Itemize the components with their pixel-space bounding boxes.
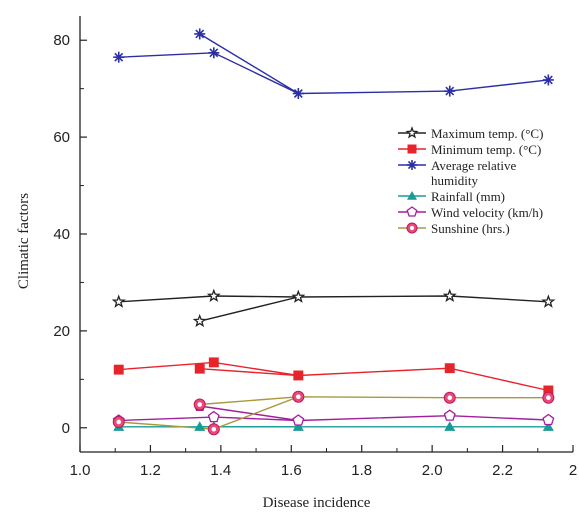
data-point (111, 294, 126, 308)
data-point-center (447, 395, 453, 401)
data-point (207, 423, 220, 436)
data-point-center (409, 225, 415, 231)
data-point (208, 47, 220, 59)
legend-entry: Sunshine (hrs.) (398, 221, 510, 236)
data-point-center (197, 402, 203, 407)
x-tick-label: 1.2 (140, 462, 161, 479)
data-point (293, 370, 304, 381)
legend-label: Rainfall (mm) (431, 189, 505, 204)
legend-entry: Minimum temp. (°C) (398, 142, 541, 157)
x-tick-label: 2.0 (422, 462, 443, 479)
data-point (444, 85, 456, 97)
data-point-stroke (445, 86, 455, 96)
series-markers (111, 28, 556, 436)
series-branch-4 (199, 405, 299, 422)
data-point (407, 144, 417, 154)
data-point (208, 357, 219, 368)
y-tick-label: 20 (53, 323, 70, 340)
series-line-5 (118, 396, 549, 430)
data-point (444, 421, 456, 431)
x-tick-label: 1.0 (70, 462, 91, 479)
data-point-stroke (114, 52, 124, 62)
data-point (542, 421, 554, 431)
data-point (444, 363, 455, 374)
data-point (542, 391, 555, 404)
data-point-stroke (209, 48, 219, 58)
series-branch-0 (199, 296, 299, 322)
data-point (443, 391, 456, 404)
data-point (406, 222, 418, 234)
data-point (192, 313, 207, 328)
data-point (542, 413, 555, 426)
legend-label: Minimum temp. (°C) (431, 142, 541, 157)
data-point (113, 51, 125, 63)
y-tick-label: 0 (62, 420, 70, 437)
series-branch-1 (199, 368, 299, 377)
data-point-stroke (195, 29, 205, 39)
data-point (194, 363, 205, 374)
x-tick-label: 1.4 (210, 462, 231, 479)
data-point (291, 289, 306, 303)
legend-entry: Average relative humidity (398, 158, 517, 188)
legend-label: Average relative humidity (431, 158, 517, 188)
series-branch-2 (199, 33, 299, 95)
x-tick-label: 1.8 (351, 462, 372, 479)
data-point (541, 294, 556, 308)
data-point-center (211, 426, 217, 432)
data-point (443, 409, 456, 421)
legend: Maximum temp. (°C)Minimum temp. (°C)Aver… (398, 126, 543, 236)
series-line-1 (118, 361, 549, 392)
data-point (292, 414, 305, 426)
y-tick-label: 60 (53, 129, 70, 146)
data-point (442, 288, 457, 303)
data-point (207, 410, 220, 423)
data-point (292, 88, 304, 100)
legend-label: Wind velocity (km/h) (431, 205, 543, 220)
data-point-stroke (293, 89, 303, 98)
series-branch-5 (199, 396, 299, 406)
data-point (292, 390, 305, 403)
data-point (543, 385, 554, 396)
x-axis-label: Disease incidence (263, 495, 371, 511)
data-point (542, 74, 554, 86)
data-point (405, 126, 419, 139)
legend-entry: Wind velocity (km/h) (398, 205, 543, 220)
data-point-center (546, 395, 551, 401)
legend-entry: Maximum temp. (°C) (398, 126, 543, 141)
data-point (406, 206, 418, 217)
legend-entry: Rainfall (mm) (398, 189, 505, 204)
data-point (407, 160, 417, 170)
x-tick-label: 2 (569, 462, 577, 479)
legend-label: Sunshine (hrs.) (431, 221, 510, 236)
y-tick-label: 80 (53, 32, 70, 49)
data-point (407, 191, 417, 200)
y-tick-label: 40 (53, 226, 70, 243)
data-point (292, 421, 304, 431)
series-line-0 (118, 295, 549, 303)
y-axis-label: Climatic factors (16, 193, 32, 289)
data-point-stroke (407, 160, 417, 170)
data-point (194, 28, 206, 40)
data-point (194, 421, 206, 431)
data-point (113, 364, 124, 375)
data-point (112, 415, 125, 428)
axis-ticks: 0 20 40 60 80 1.0 1.2 1.4 1.6 1.8 2.0 2.2 2 (53, 32, 577, 479)
x-tick-label: 1.6 (281, 462, 302, 479)
data-point (206, 288, 221, 303)
data-point-stroke (543, 75, 553, 85)
series-line-2 (118, 52, 549, 95)
legend-label: Maximum temp. (°C) (431, 126, 543, 141)
data-point-center (116, 419, 122, 425)
x-tick-label: 2.2 (492, 462, 513, 479)
data-point (193, 398, 206, 411)
series-line-4 (118, 414, 549, 422)
data-point-center (296, 394, 301, 400)
